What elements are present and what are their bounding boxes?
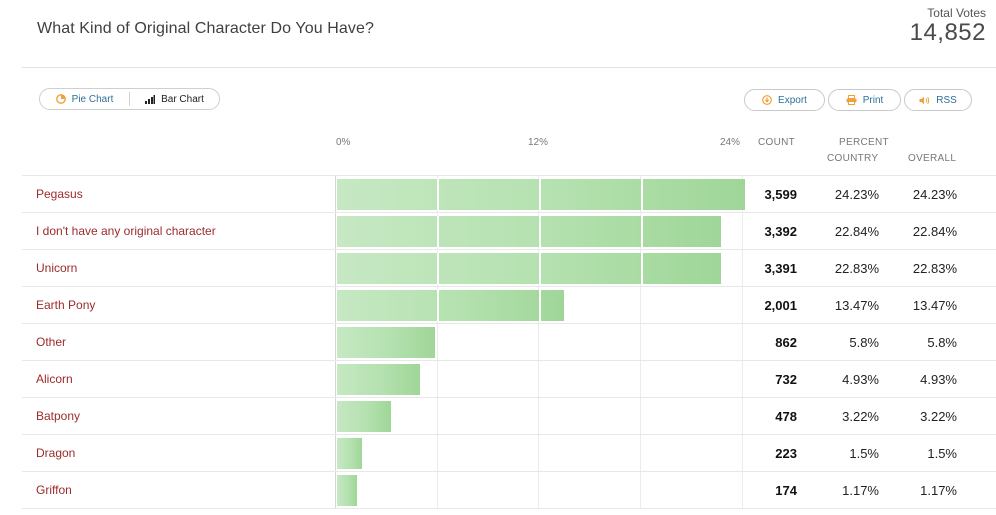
result-bar — [337, 438, 362, 469]
category-label[interactable]: Dragon — [36, 446, 76, 460]
printer-icon — [846, 95, 857, 105]
result-bar — [337, 290, 564, 321]
pie-chart-label: Pie Chart — [71, 93, 114, 105]
percent-overall: 1.17% — [920, 483, 957, 498]
percent-overall: 22.83% — [912, 261, 957, 276]
gridline — [742, 175, 743, 508]
category-label[interactable]: Earth Pony — [36, 298, 96, 312]
vote-count: 3,392 — [764, 224, 797, 239]
table-row: Griffon 174 1.17% 1.17% — [22, 471, 996, 508]
bar-segment-divider — [641, 179, 643, 210]
chart-type-toggle: Pie Chart Bar Chart — [39, 88, 220, 110]
print-button[interactable]: Print — [828, 89, 901, 111]
gridline — [640, 175, 641, 508]
vote-count: 862 — [775, 335, 797, 350]
total-votes-label: Total Votes — [927, 6, 986, 20]
percent-header: PERCENT — [839, 137, 889, 148]
export-button[interactable]: Export — [744, 89, 825, 111]
export-label: Export — [778, 94, 807, 106]
vote-count: 3,599 — [764, 187, 797, 202]
result-bar — [337, 475, 357, 506]
percent-country: 13.47% — [834, 298, 879, 313]
percent-overall: 1.5% — [927, 446, 957, 461]
total-votes-value: 14,852 — [909, 19, 986, 46]
download-icon — [762, 95, 772, 105]
gridline — [437, 175, 438, 508]
percent-overall: 4.93% — [920, 372, 957, 387]
vote-count: 2,001 — [764, 298, 797, 313]
category-label[interactable]: Pegasus — [36, 187, 83, 201]
bar-segment-divider — [539, 179, 541, 210]
bar-segment-divider — [539, 216, 541, 247]
rss-icon — [919, 96, 930, 104]
axis-tick: 12% — [528, 137, 549, 148]
pie-chart-button[interactable]: Pie Chart — [40, 89, 129, 109]
vote-count: 732 — [775, 372, 797, 387]
gridline — [538, 175, 539, 508]
table-row: Dragon 223 1.5% 1.5% — [22, 434, 996, 471]
category-label[interactable]: Other — [36, 335, 67, 349]
bar-segment-divider — [641, 253, 643, 284]
header-divider — [22, 67, 996, 68]
table-row: I don't have any original character 3,392… — [22, 212, 996, 249]
percent-overall: 22.84% — [912, 224, 957, 239]
bar-segment-divider — [539, 253, 541, 284]
vote-count: 478 — [775, 409, 797, 424]
axis-tick: 24% — [720, 137, 741, 148]
poll-title: What Kind of Original Character Do You H… — [37, 20, 375, 37]
result-bar — [337, 327, 435, 358]
bar-chart-label: Bar Chart — [161, 93, 204, 105]
result-bar — [337, 401, 391, 432]
table-row: Batpony 478 3.22% 3.22% — [22, 397, 996, 434]
percent-country: 22.84% — [834, 224, 879, 239]
percent-country: 24.23% — [834, 187, 879, 202]
result-bar — [337, 216, 721, 247]
rss-label: RSS — [936, 94, 957, 106]
table-bottom-rule — [22, 508, 996, 509]
bar-chart-icon — [145, 94, 156, 104]
print-label: Print — [862, 94, 884, 106]
count-header: COUNT — [758, 137, 796, 148]
percent-overall: 24.23% — [912, 187, 957, 202]
bar-chart-button[interactable]: Bar Chart — [130, 89, 219, 109]
percent-country: 3.22% — [842, 409, 879, 424]
percent-country: 4.93% — [842, 372, 879, 387]
axis-line — [335, 175, 336, 508]
vote-count: 174 — [775, 483, 797, 498]
table-row: Other 862 5.8% 5.8% — [22, 323, 996, 360]
category-label[interactable]: Griffon — [36, 483, 72, 497]
toggle-separator — [129, 92, 130, 106]
rss-button[interactable]: RSS — [904, 89, 972, 111]
percent-overall: 13.47% — [912, 298, 957, 313]
overall-header: OVERALL — [908, 153, 957, 164]
bar-segment-divider — [437, 290, 439, 321]
bar-segment-divider — [539, 290, 541, 321]
bar-segment-divider — [437, 179, 439, 210]
table-row: Alicorn 732 4.93% 4.93% — [22, 360, 996, 397]
result-bar — [337, 253, 721, 284]
percent-country: 1.5% — [849, 446, 879, 461]
bar-segment-divider — [437, 216, 439, 247]
bar-segment-divider — [437, 253, 439, 284]
axis-tick: 0% — [336, 137, 351, 148]
percent-country: 1.17% — [842, 483, 879, 498]
percent-overall: 5.8% — [927, 335, 957, 350]
vote-count: 223 — [775, 446, 797, 461]
percent-overall: 3.22% — [920, 409, 957, 424]
percent-country: 22.83% — [834, 261, 879, 276]
percent-country: 5.8% — [849, 335, 879, 350]
vote-count: 3,391 — [764, 261, 797, 276]
result-bar — [337, 179, 745, 210]
table-row: Pegasus 3,599 24.23% 24.23% — [22, 175, 996, 212]
category-label[interactable]: Alicorn — [36, 372, 73, 386]
result-bar — [337, 364, 420, 395]
category-label[interactable]: I don't have any original character — [36, 224, 216, 238]
pie-chart-icon — [55, 94, 66, 104]
country-header: COUNTRY — [827, 153, 879, 164]
table-row: Earth Pony 2,001 13.47% 13.47% — [22, 286, 996, 323]
table-row: Unicorn 3,391 22.83% 22.83% — [22, 249, 996, 286]
category-label[interactable]: Unicorn — [36, 261, 78, 275]
bar-segment-divider — [641, 216, 643, 247]
category-label[interactable]: Batpony — [36, 409, 81, 423]
